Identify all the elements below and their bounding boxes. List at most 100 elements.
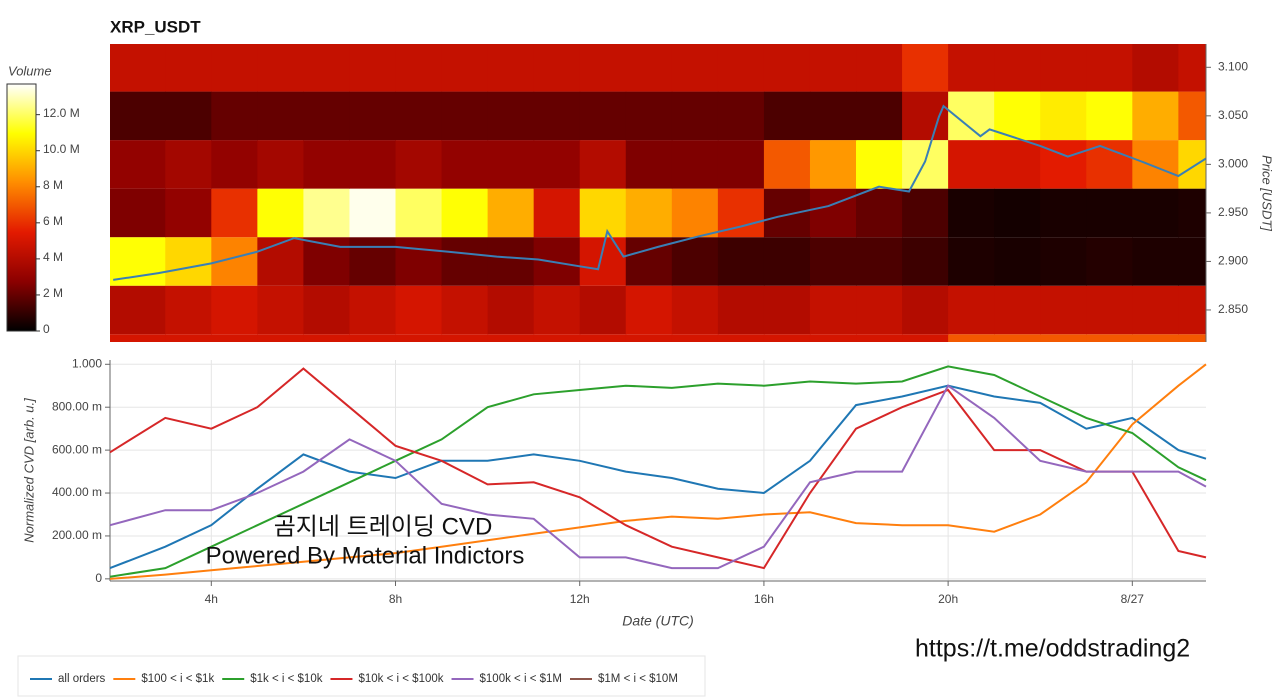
y-tick-label: 3.100 [1218,59,1248,73]
legend-label: $1M < i < $10M [598,673,678,685]
heat-cell [257,91,304,141]
heat-cell [487,285,535,335]
heat-cell [395,140,443,189]
y-tick-label: 3.000 [1218,157,1248,171]
heat-cell [948,140,995,189]
heat-cell [257,334,304,342]
heat-cell [303,188,350,238]
heat-cell [165,334,212,342]
heat-cell [1040,237,1087,286]
y-tick-label: 2.900 [1218,254,1248,268]
heat-cell [110,140,166,189]
heat-cell [1086,334,1133,342]
heat-cell [856,285,903,335]
heat-cell [579,334,627,342]
heat-cell [856,188,903,238]
heat-cell [994,140,1041,189]
heat-cell [902,140,949,189]
heat-cell [395,334,443,342]
series-line [109,367,1207,570]
series-line [109,384,1207,570]
heat-cell [579,237,627,286]
y-tick-label: 3.050 [1218,108,1248,122]
legend-box [17,655,706,697]
y-tick-label: 800.00 m [52,399,102,413]
heat-cell [395,91,443,141]
heat-cell [441,44,489,92]
heat-cell [809,285,857,335]
heat-cell [1132,285,1179,335]
heat-cell [671,188,719,238]
heat-cell [303,285,350,335]
heat-cell [1040,140,1087,189]
y-tick-label: 2.850 [1218,302,1248,316]
heat-cell [395,44,443,92]
heat-cell [349,237,397,286]
colorbar [6,83,37,332]
heat-cell [856,44,903,92]
heat-cell [994,188,1041,238]
heat-cell [994,285,1041,335]
heat-cell [994,237,1041,286]
heat-cell [1178,188,1206,238]
heat-cell [625,334,673,342]
y-tick-label: 1.000 [72,356,102,370]
x-tick-label: 8h [389,592,402,606]
heat-cell [1086,44,1133,92]
heat-cell [303,334,350,342]
heat-cell [902,334,949,342]
heat-cell [257,188,304,238]
y-tick-label: 200.00 m [52,528,102,542]
heat-cell [948,188,995,238]
y-tick-label: 0 [95,571,102,585]
heat-cell [110,285,166,335]
heat-cell [1178,237,1206,286]
heat-cell [533,285,581,335]
legend-label: $1k < i < $10k [250,673,322,685]
heat-cell [717,140,765,189]
heat-cell [1178,91,1206,141]
colorbar-tick-label: 2 M [43,286,63,300]
heat-cell [165,140,212,189]
heat-cell [211,285,258,335]
heat-cell [165,188,212,238]
heat-cell [717,285,765,335]
price-line [113,104,1206,281]
heat-cell [395,285,443,335]
heat-cell [809,44,857,92]
heat-cell [110,188,166,238]
watermark: 곰지네 트레이딩 CVD [274,513,493,540]
colorbar-tick-label: 4 M [43,250,63,264]
heat-cell [487,91,535,141]
heat-cell [1178,44,1206,92]
heat-cell [1086,91,1133,141]
colorbar-tick-label: 12.0 M [43,106,80,120]
heat-cell [110,334,166,342]
heat-cell [902,237,949,286]
heat-cell [717,237,765,286]
heat-cell [579,188,627,238]
series-line [109,363,1207,580]
heat-cell [165,91,212,141]
heat-cell [165,285,212,335]
heat-cell [763,188,811,238]
heat-cell [625,140,673,189]
heat-cell [625,285,673,335]
heat-cell [948,285,995,335]
x-tick-label: 4h [205,592,218,606]
heat-cell [211,44,258,92]
heat-cell [211,334,258,342]
heat-cell [856,91,903,141]
heat-cell [1132,91,1179,141]
x-axis-label: Date (UTC) [622,613,694,629]
x-tick-label: 12h [570,592,590,606]
heat-cell [763,285,811,335]
heat-cell [257,285,304,335]
heat-cell [165,237,212,286]
heat-cell [1132,237,1179,286]
heat-cell [441,334,489,342]
heat-cell [165,44,212,92]
heat-cell [1132,44,1179,92]
heat-cell [948,44,995,92]
legend-label: all orders [58,673,106,685]
